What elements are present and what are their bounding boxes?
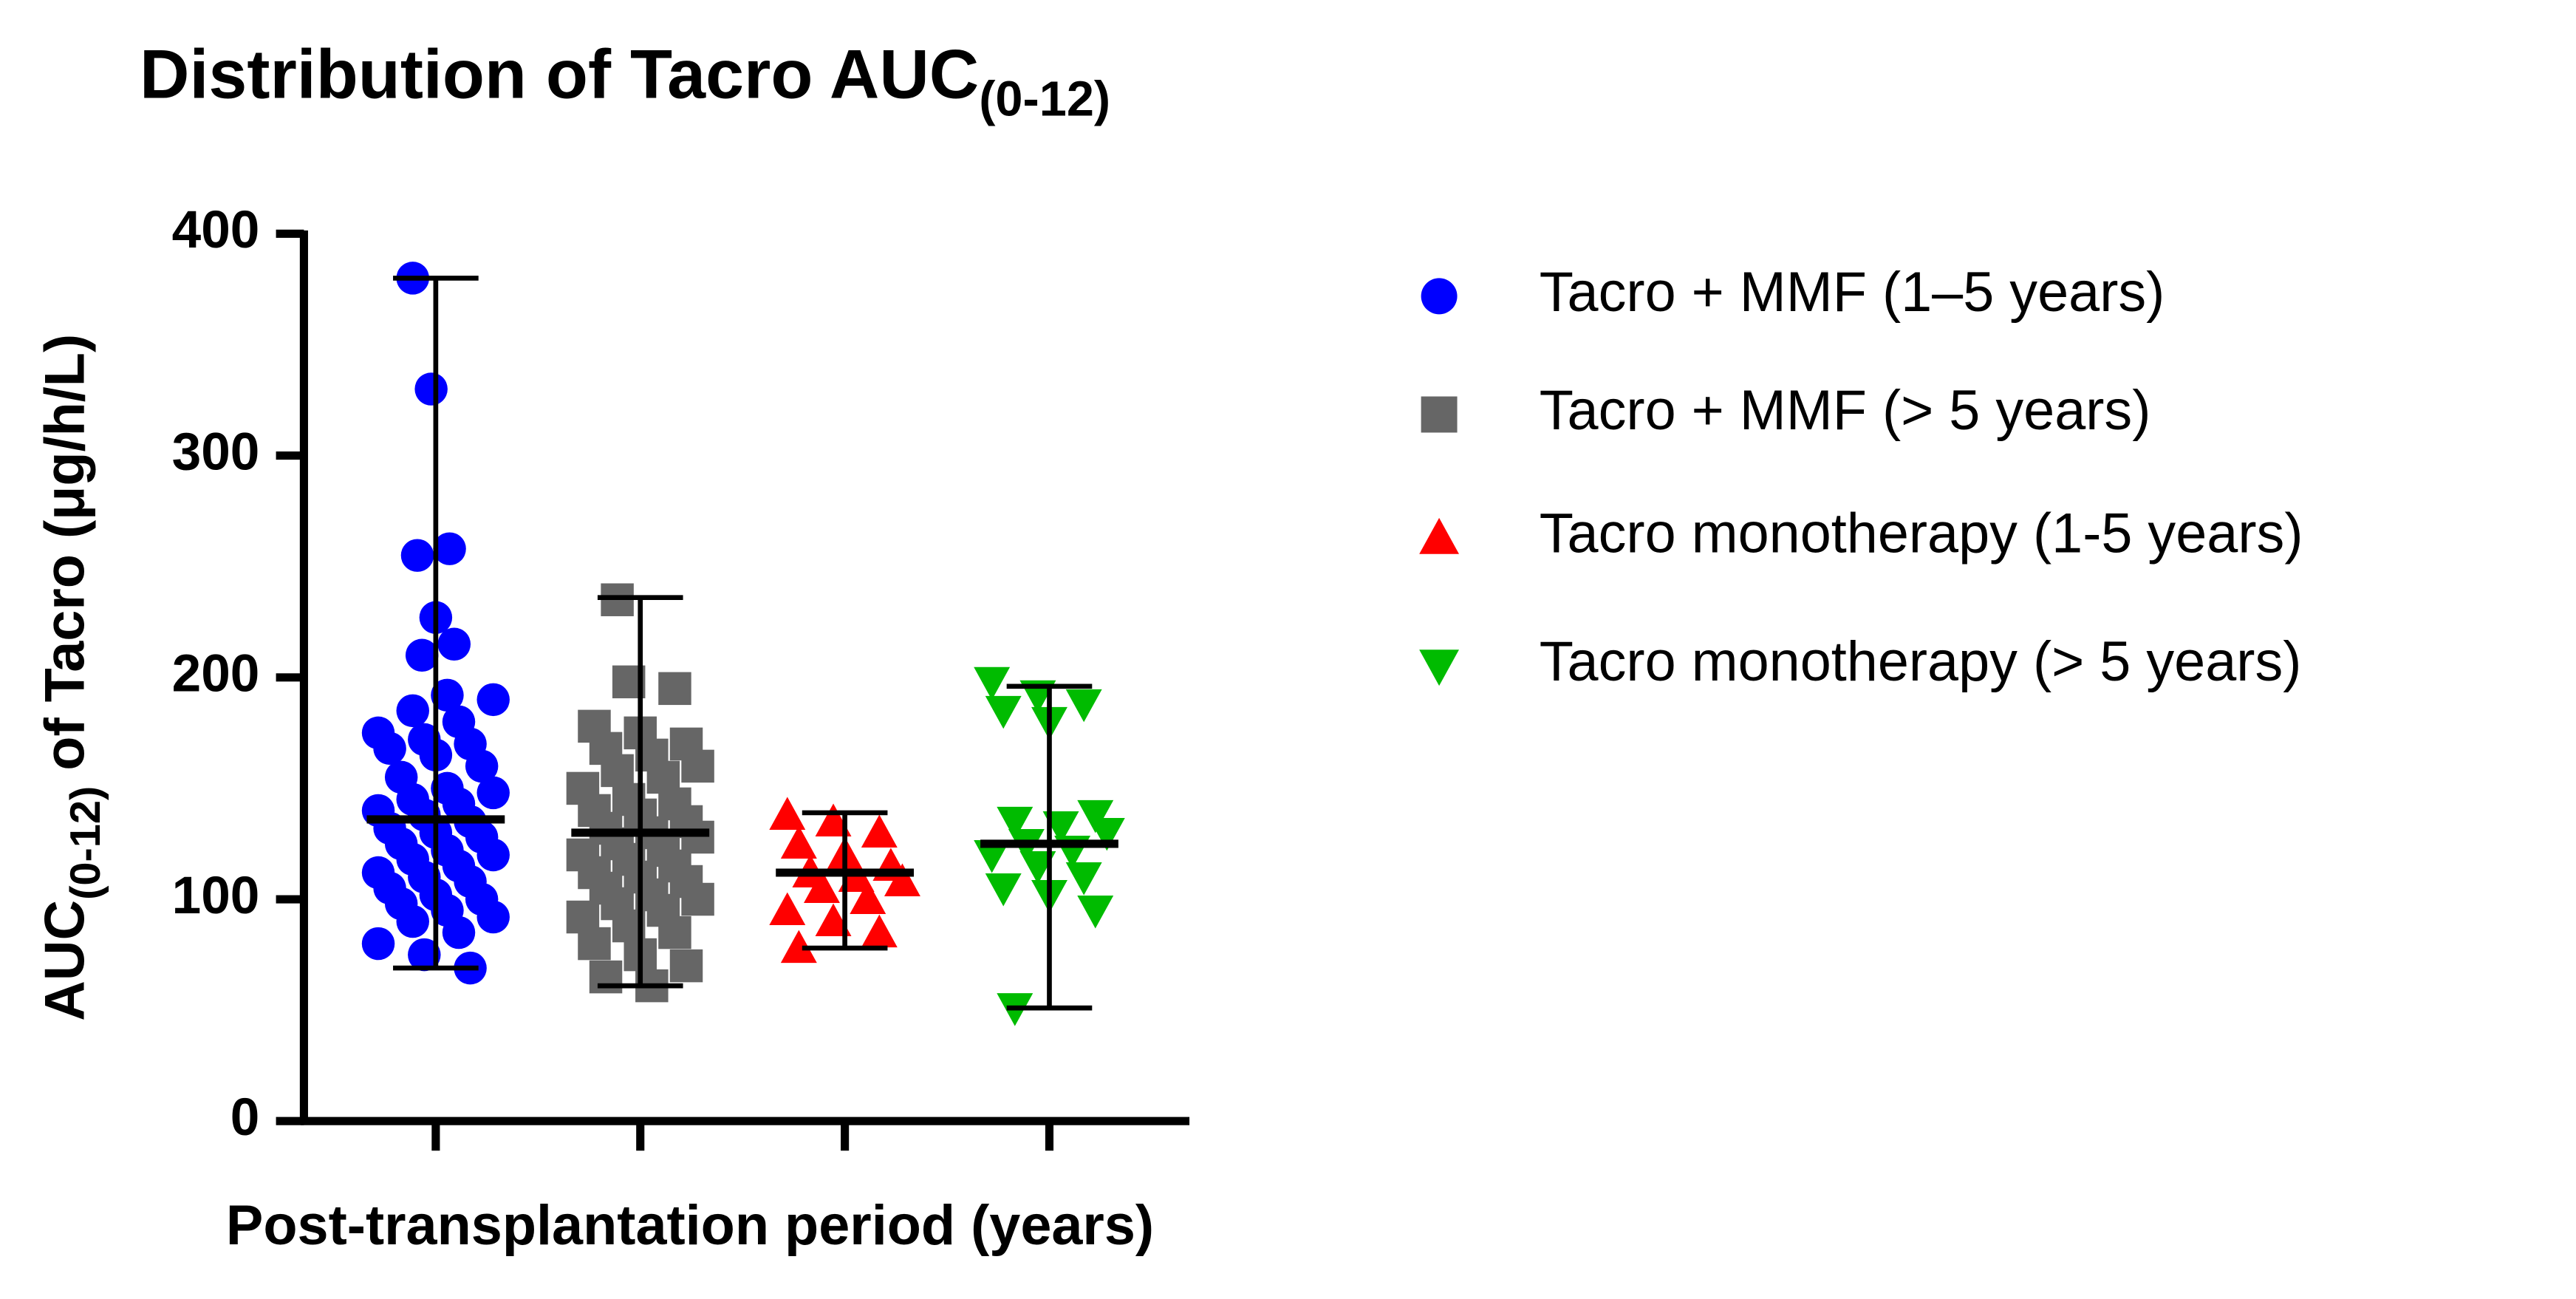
y-label-main: AUC bbox=[34, 900, 96, 1021]
y-tick-label: 200 bbox=[172, 645, 260, 703]
legend-label: Tacro + MMF (1–5 years) bbox=[1540, 262, 2165, 324]
chart-title-main: Distribution of Tacro AUC bbox=[140, 35, 979, 112]
data-point bbox=[476, 838, 510, 872]
y-label-subscript: (0-12) bbox=[62, 786, 109, 900]
data-point bbox=[1065, 689, 1102, 723]
y-label-rest: of Tacro (μg/h/L) bbox=[34, 334, 96, 786]
legend-marker bbox=[1421, 396, 1458, 433]
x-axis-label: Post-transplantation period (years) bbox=[226, 1195, 1154, 1257]
y-tick-label: 0 bbox=[230, 1088, 260, 1147]
data-point bbox=[974, 666, 1011, 700]
data-point bbox=[476, 683, 510, 717]
data-point bbox=[884, 863, 920, 897]
data-point bbox=[601, 754, 634, 788]
legend-marker bbox=[1421, 278, 1458, 315]
data-point bbox=[589, 960, 623, 994]
data-point bbox=[442, 916, 476, 949]
data-point bbox=[780, 825, 817, 859]
data-point bbox=[396, 694, 429, 728]
chart-title: Distribution of Tacro AUC(0-12) bbox=[140, 35, 1110, 126]
data-point bbox=[681, 820, 714, 854]
data-point bbox=[1077, 799, 1114, 833]
data-point bbox=[1088, 817, 1125, 851]
data-point bbox=[985, 873, 1022, 907]
data-point bbox=[408, 938, 441, 972]
data-point bbox=[769, 892, 806, 926]
data-point bbox=[400, 539, 434, 572]
data-point bbox=[437, 627, 471, 661]
data-point bbox=[373, 732, 406, 766]
data-point bbox=[861, 814, 898, 848]
data-point bbox=[396, 904, 429, 938]
data-point bbox=[780, 930, 817, 964]
data-point bbox=[465, 749, 499, 783]
data-point bbox=[658, 672, 691, 706]
y-tick-label: 400 bbox=[172, 201, 260, 259]
data-point bbox=[476, 900, 510, 934]
data-point bbox=[769, 797, 806, 830]
legend-marker bbox=[1419, 517, 1460, 554]
data-point bbox=[431, 678, 464, 712]
y-axis-label: AUC(0-12) of Tacro (μg/h/L) bbox=[34, 334, 109, 1021]
data-point bbox=[681, 882, 714, 916]
data-point bbox=[861, 914, 898, 948]
data-point bbox=[669, 949, 703, 983]
data-point bbox=[578, 927, 611, 961]
data-point bbox=[433, 532, 466, 565]
data-point bbox=[681, 749, 714, 783]
data-point bbox=[361, 927, 395, 961]
chart-title-subscript: (0-12) bbox=[979, 72, 1110, 126]
legend-label: Tacro + MMF (> 5 years) bbox=[1540, 380, 2151, 442]
legend-label: Tacro monotherapy (1-5 years) bbox=[1540, 503, 2303, 565]
data-point bbox=[1065, 862, 1102, 896]
data-point bbox=[804, 870, 840, 904]
y-tick-label: 300 bbox=[172, 423, 260, 481]
data-point bbox=[1077, 896, 1114, 929]
y-tick-label: 100 bbox=[172, 867, 260, 925]
data-point bbox=[414, 372, 448, 406]
data-point bbox=[997, 806, 1034, 840]
data-point bbox=[974, 839, 1011, 873]
data-point bbox=[985, 695, 1022, 729]
legend-label: Tacro monotherapy (> 5 years) bbox=[1540, 631, 2302, 693]
data-point bbox=[476, 776, 510, 810]
legend-marker bbox=[1419, 650, 1460, 686]
data-point bbox=[850, 881, 886, 915]
data-point bbox=[658, 916, 691, 949]
data-point bbox=[405, 638, 439, 672]
